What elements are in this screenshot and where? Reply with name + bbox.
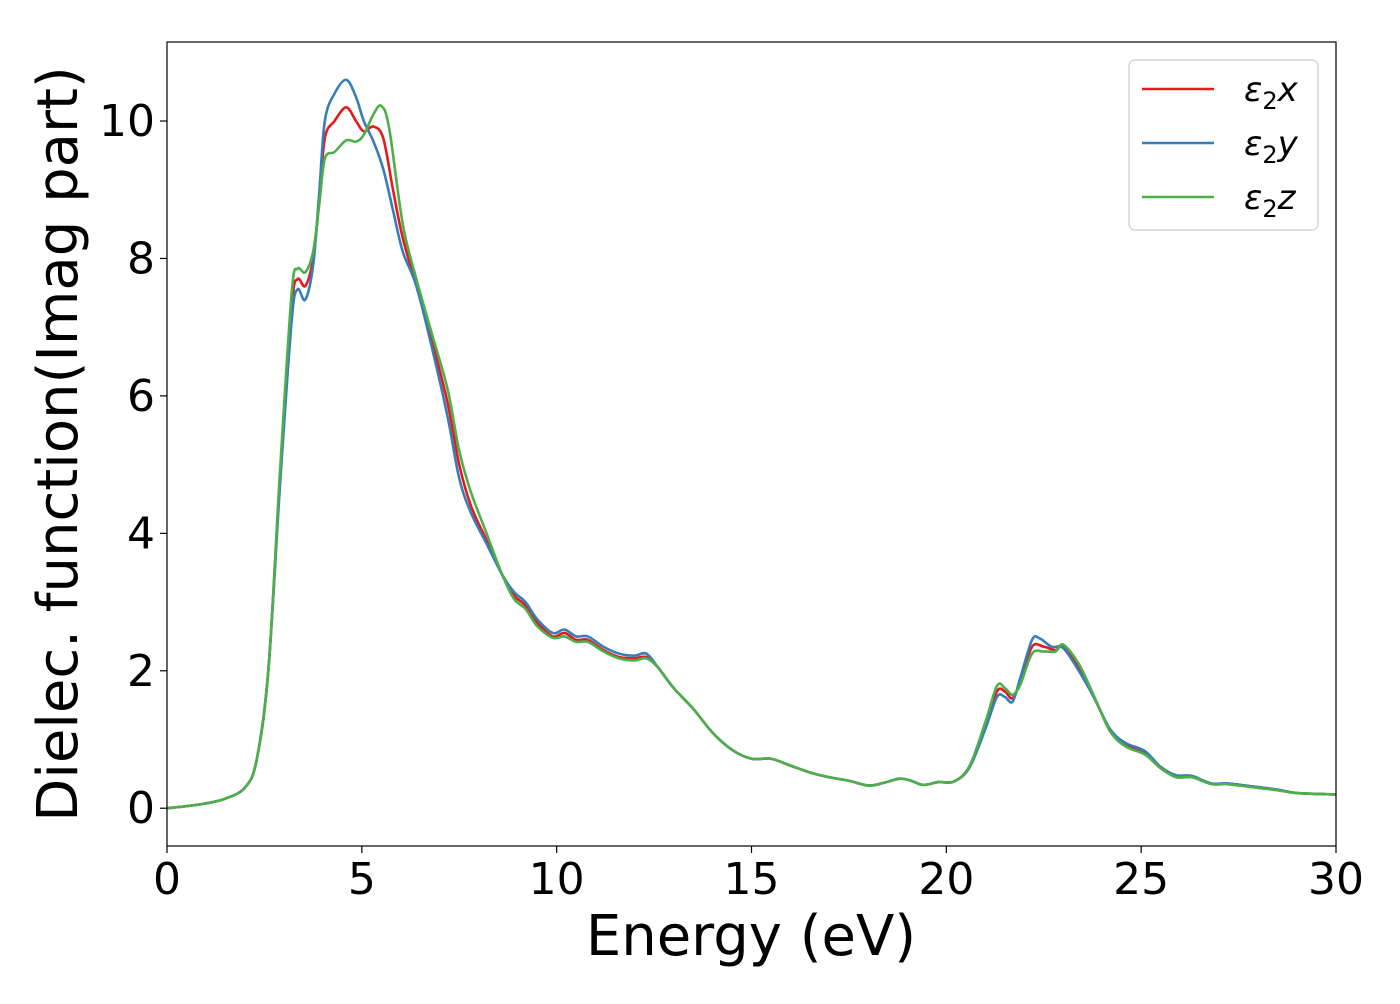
y-axis-title: Dielec. function(Imag part) <box>26 66 91 822</box>
x-tick-label: 0 <box>153 854 181 905</box>
y-tick-label: 10 <box>99 96 155 147</box>
series-layer <box>167 78 1336 810</box>
ticks-layer: 0 5 10 15 20 25 30 0 2 4 6 8 10 <box>99 96 1364 905</box>
y-tick-label: 6 <box>127 371 155 422</box>
legend-label-x: ε2x <box>1244 70 1299 115</box>
series-line-z <box>167 104 1336 810</box>
y-tick-label: 8 <box>127 233 155 284</box>
legend-label-y: ε2y <box>1244 124 1299 169</box>
legend: ε2x ε2y ε2z <box>1128 59 1319 231</box>
y-tick-label: 0 <box>127 783 155 834</box>
x-tick-label: 30 <box>1308 854 1364 905</box>
x-tick-label: 10 <box>529 854 585 905</box>
x-tick-label: 5 <box>348 854 376 905</box>
x-tick-label: 15 <box>724 854 780 905</box>
x-tick-label: 20 <box>918 854 974 905</box>
x-tick-label: 25 <box>1113 854 1169 905</box>
x-axis-title: Energy (eV) <box>586 904 916 969</box>
y-tick-label: 4 <box>127 508 155 559</box>
legend-box <box>1128 59 1319 231</box>
legend-label-z: ε2z <box>1244 178 1297 223</box>
y-tick-label: 2 <box>127 646 155 697</box>
